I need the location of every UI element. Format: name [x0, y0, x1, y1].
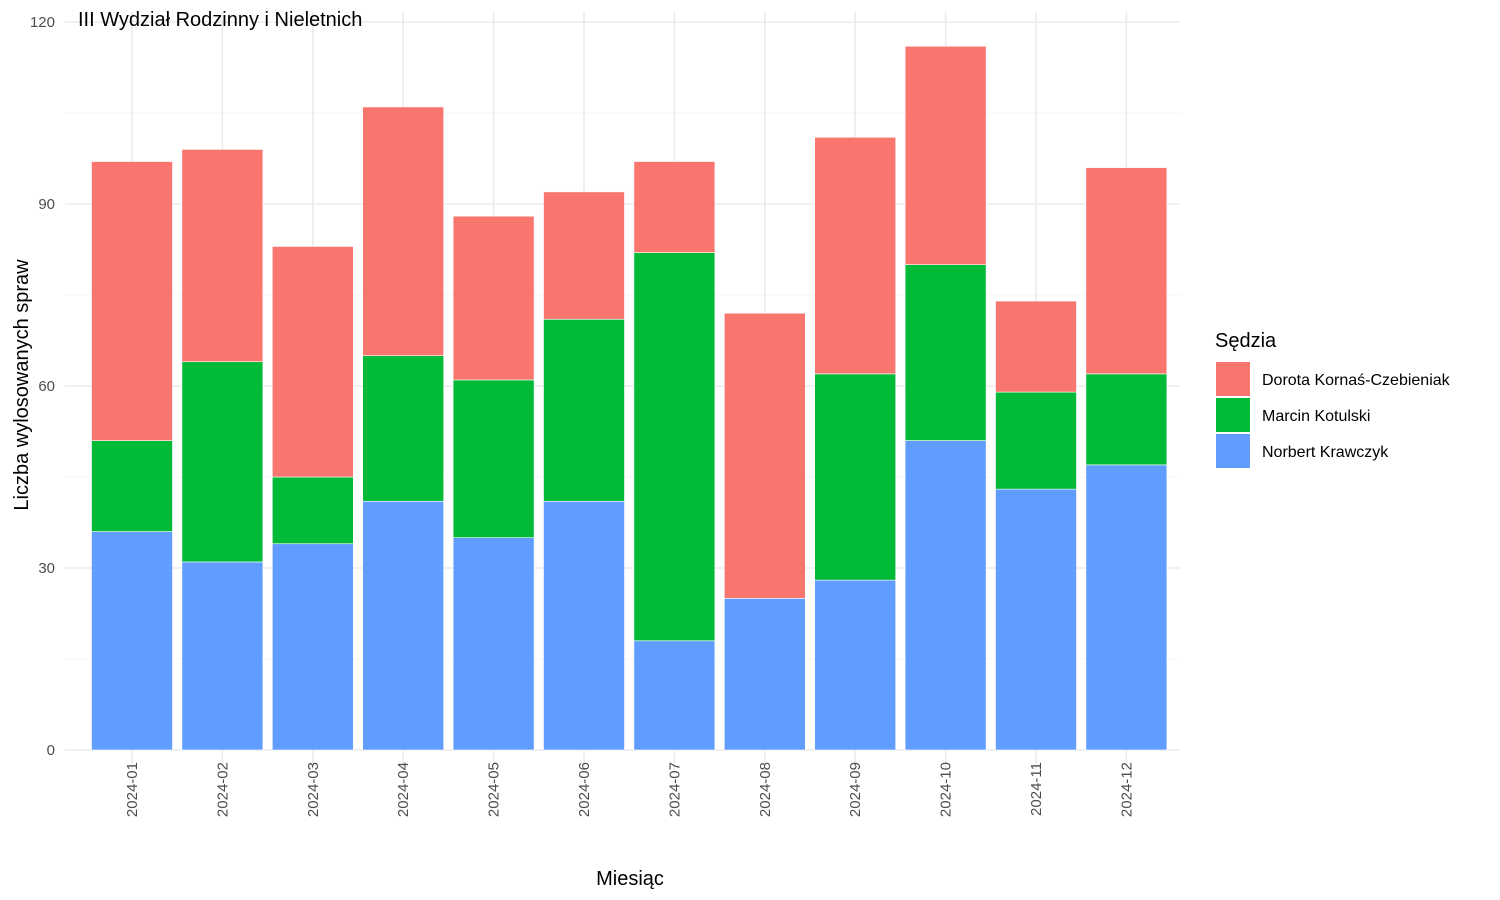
legend-title: Sędzia	[1215, 330, 1277, 352]
x-tick-label: 2024-09	[847, 762, 864, 817]
bar-segment	[1085, 167, 1168, 375]
bar-segment	[362, 500, 445, 751]
y-tick-label: 90	[38, 196, 55, 213]
bar-segment	[904, 440, 987, 751]
legend-swatch	[1216, 434, 1250, 468]
bar-segment	[362, 106, 445, 356]
bar-segment	[814, 579, 897, 751]
legend-items: Dorota Kornaś-Czebieniak Marcin Kotulski N…	[1216, 362, 1451, 468]
bar-segment	[91, 440, 173, 532]
bar-segment	[1085, 373, 1168, 466]
legend-swatch	[1216, 398, 1250, 432]
bar-segment	[181, 361, 264, 563]
legend-label: Norbert Krawczyk	[1262, 444, 1389, 461]
bar-segment	[904, 264, 987, 441]
x-tick-label: 2024-07	[666, 762, 683, 817]
bar-segment	[904, 45, 987, 265]
bars	[91, 45, 1168, 751]
y-tick-label: 30	[38, 560, 55, 577]
y-axis-ticks: 0 30 60 90 120	[30, 14, 55, 759]
bar-segment	[814, 373, 897, 581]
legend-swatch	[1216, 362, 1250, 396]
bar-segment	[543, 500, 625, 751]
bar-segment	[452, 537, 535, 751]
bar-segment	[271, 246, 354, 478]
bar-segment	[271, 543, 354, 751]
y-axis-title: Liczba wylosowanych spraw	[11, 259, 33, 511]
bar-segment	[995, 488, 1077, 751]
bar-segment	[452, 379, 535, 538]
legend: Sędzia Dorota Kornaś-Czebieniak Marcin Ko…	[1215, 330, 1451, 468]
y-tick-label: 60	[38, 378, 55, 395]
x-tick-label: 2024-06	[576, 762, 593, 817]
x-tick-label: 2024-08	[757, 762, 774, 817]
legend-label: Marcin Kotulski	[1262, 408, 1370, 425]
bar-segment	[814, 136, 897, 375]
x-tick-label: 2024-12	[1118, 762, 1135, 817]
bar-segment	[723, 598, 806, 751]
bar-segment	[543, 191, 625, 320]
bar-segment	[1085, 464, 1168, 751]
bar-segment	[723, 312, 806, 599]
legend-label: Dorota Kornaś-Czebieniak	[1262, 372, 1451, 389]
bar-segment	[91, 161, 173, 441]
bar-segment	[633, 252, 716, 642]
bar-segment	[995, 391, 1077, 490]
bar-segment	[633, 640, 716, 751]
x-axis-title: Miesiąc	[596, 868, 664, 890]
x-tick-label: 2024-04	[395, 762, 412, 817]
bar-segment	[271, 476, 354, 545]
bar-segment	[452, 215, 535, 381]
bar-segment	[91, 531, 173, 751]
bar-segment	[362, 355, 445, 502]
x-tick-label: 2024-01	[124, 762, 141, 817]
x-tick-label: 2024-05	[486, 762, 503, 817]
x-tick-label: 2024-02	[214, 762, 231, 817]
bar-segment	[181, 561, 264, 751]
x-tick-label: 2024-03	[305, 762, 322, 817]
chart-title: III Wydział Rodzinny i Nieletnich	[78, 9, 362, 31]
bar-segment	[181, 149, 264, 363]
x-tick-label: 2024-11	[1028, 762, 1045, 816]
bar-segment	[633, 161, 716, 253]
y-tick-label: 120	[30, 14, 55, 31]
x-axis-ticks: 2024-01 2024-02 2024-03 2024-04 2024-05 2024-…	[124, 762, 1135, 817]
y-tick-label: 0	[47, 742, 55, 759]
bar-segment	[995, 300, 1077, 393]
bar-segment	[543, 318, 625, 502]
x-tick-label: 2024-10	[938, 762, 955, 817]
